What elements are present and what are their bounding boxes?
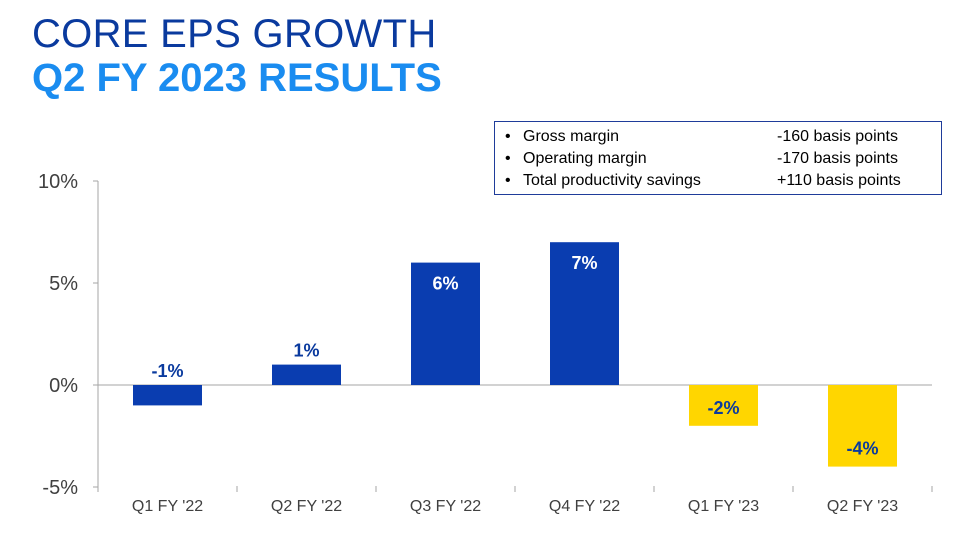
note-row-productivity-savings: • Total productivity savings +110 basis …	[505, 170, 941, 192]
note-label: Gross margin	[523, 128, 620, 145]
x-category-label: Q1 FY '22	[132, 498, 203, 515]
data-label: 7%	[571, 253, 597, 273]
note-row-gross-margin: • Gross margin -160 basis points	[505, 126, 941, 148]
x-category-label: Q4 FY '22	[549, 498, 620, 515]
note-value: -160 basis points	[777, 128, 898, 145]
bullet-icon: •	[505, 172, 511, 189]
bar	[133, 385, 202, 406]
data-label: 6%	[432, 274, 458, 294]
data-label: 1%	[293, 341, 319, 361]
bullet-icon: •	[505, 128, 511, 145]
slide-subtitle: Q2 FY 2023 RESULTS	[32, 56, 442, 100]
x-category-label: Q3 FY '22	[410, 498, 481, 515]
data-label: -1%	[151, 361, 183, 381]
data-label: -4%	[846, 439, 878, 459]
x-category-label: Q2 FY '23	[827, 498, 898, 515]
data-label: -2%	[707, 398, 739, 418]
slide-title: CORE EPS GROWTH	[32, 12, 437, 56]
y-tick-label: 10%	[38, 171, 78, 193]
note-row-operating-margin: • Operating margin -170 basis points	[505, 148, 941, 170]
x-category-label: Q1 FY '23	[688, 498, 759, 515]
y-tick-label: -5%	[42, 477, 78, 499]
note-value: +110 basis points	[777, 172, 901, 189]
note-label: Operating margin	[523, 150, 647, 167]
margin-notes-box: • Gross margin -160 basis points • Opera…	[494, 121, 942, 195]
bullet-icon: •	[505, 150, 511, 167]
bar	[411, 262, 480, 385]
y-tick-label: 0%	[49, 375, 78, 397]
bar	[272, 364, 341, 385]
bar	[828, 385, 897, 467]
note-value: -170 basis points	[777, 150, 898, 167]
y-tick-label: 5%	[49, 273, 78, 295]
note-label: Total productivity savings	[523, 172, 701, 189]
bar	[689, 385, 758, 426]
x-category-label: Q2 FY '22	[271, 498, 342, 515]
bar	[550, 242, 619, 385]
